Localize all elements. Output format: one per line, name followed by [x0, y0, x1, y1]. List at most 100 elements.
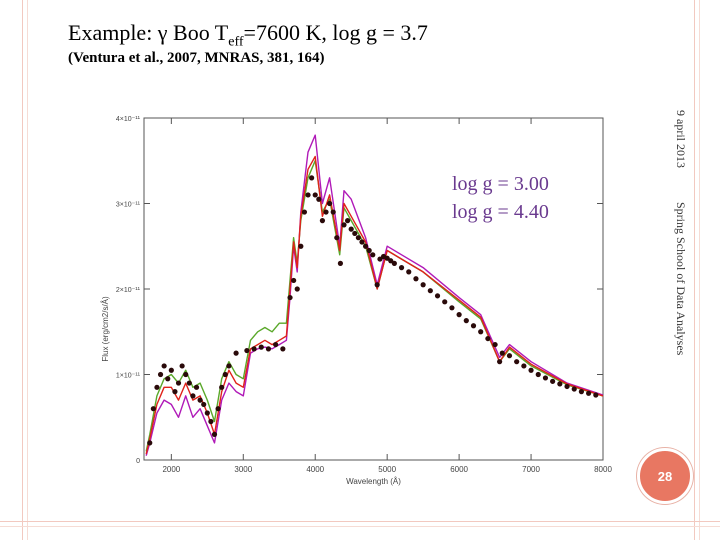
page-number: 28 — [657, 468, 673, 484]
observation-point — [316, 196, 322, 202]
observation-point — [506, 353, 513, 359]
observation-point — [298, 243, 304, 249]
observation-point — [449, 305, 455, 311]
frame-line-right-inner — [699, 0, 700, 540]
observation-point — [319, 218, 326, 224]
observation-point — [291, 277, 297, 284]
y-axis-label: Flux (erg/cm2/s/Å) — [101, 296, 110, 362]
observation-point — [442, 299, 448, 305]
chart-observation-points — [147, 175, 599, 446]
spectrum-chart: 2000 3000 4000 5000 6000 7000 8000 0 1×10⁻¹¹ 2×10… — [101, 116, 612, 486]
observation-point — [341, 222, 347, 228]
observation-point — [323, 209, 329, 215]
observation-point — [244, 347, 250, 354]
observation-point — [154, 384, 160, 390]
side-footer: 9 april 2013 Spring School of Data Analys… — [673, 110, 688, 355]
observation-point — [233, 350, 239, 356]
observation-point — [370, 252, 376, 258]
observation-point — [391, 260, 397, 266]
observation-point — [161, 363, 167, 369]
observation-point — [492, 341, 498, 348]
observation-point — [499, 350, 505, 356]
frame-line-right — [694, 0, 695, 540]
slide-title-suffix: =7600 K, log g = 3.7 — [243, 20, 428, 45]
observation-point — [204, 410, 210, 416]
observation-point — [273, 341, 279, 348]
observation-point — [186, 380, 192, 386]
observation-point — [374, 282, 380, 288]
page-number-badge: 28 — [637, 448, 693, 504]
observation-point — [352, 230, 358, 237]
observation-point — [377, 256, 383, 262]
observation-point — [280, 346, 286, 352]
observation-point — [168, 367, 174, 373]
observation-point — [578, 389, 585, 395]
slide-date: 9 april 2013 — [674, 110, 688, 168]
series-line-model — [145, 155, 604, 455]
y-tick-label: 1×10⁻¹¹ — [116, 373, 141, 380]
observation-point — [406, 269, 412, 275]
observation-point — [147, 440, 153, 446]
observation-point — [165, 376, 171, 382]
x-tick-label: 6000 — [450, 465, 468, 474]
observation-point — [172, 389, 178, 395]
y-tick-label: 4×10⁻¹¹ — [116, 116, 141, 123]
observation-point — [337, 260, 344, 266]
observation-point — [420, 282, 426, 288]
observation-point — [193, 384, 200, 390]
observation-point — [571, 386, 577, 392]
observation-point — [478, 329, 484, 335]
observation-point — [190, 393, 196, 399]
observation-point — [413, 276, 419, 282]
observation-point — [535, 371, 541, 378]
observation-point — [211, 431, 218, 437]
observation-point — [179, 363, 185, 369]
observation-point — [334, 235, 340, 241]
observation-point — [528, 367, 534, 373]
observation-point — [183, 371, 189, 378]
observation-point — [470, 323, 477, 329]
y-tick-label: 2×10⁻¹¹ — [116, 287, 141, 294]
frame-line-bottom — [0, 521, 720, 522]
observation-point — [497, 359, 503, 365]
slide-subtitle: (Ventura et al., 2007, MNRAS, 381, 164) — [68, 50, 325, 66]
observation-point — [330, 209, 336, 215]
x-tick-label: 2000 — [162, 465, 180, 474]
observation-point — [219, 384, 225, 390]
observation-point — [301, 209, 308, 215]
x-axis-label: Wavelength (Å) — [346, 477, 401, 486]
observation-point — [197, 397, 203, 403]
observation-point — [348, 226, 354, 232]
observation-point — [550, 378, 556, 384]
observation-point — [251, 346, 257, 352]
observation-point — [201, 401, 207, 408]
chart-axes: 2000 3000 4000 5000 6000 7000 8000 0 1×10⁻¹¹ 2×10… — [101, 116, 612, 486]
observation-point — [215, 406, 221, 412]
observation-point — [485, 335, 491, 342]
observation-point — [287, 294, 293, 301]
x-tick-label: 5000 — [378, 465, 396, 474]
observation-point — [564, 383, 570, 390]
observation-point — [359, 239, 365, 245]
legend-entry-logg-3: log g = 3.00 — [452, 173, 549, 195]
observation-point — [175, 380, 182, 386]
plot-frame — [143, 117, 604, 461]
observation-point — [265, 346, 272, 352]
observation-point — [309, 175, 315, 181]
x-tick-label: 4000 — [306, 465, 324, 474]
slide-title-subscript: eff — [228, 34, 244, 50]
observation-point — [586, 390, 592, 396]
observation-point — [226, 363, 232, 369]
x-tick-label: 8000 — [594, 465, 612, 474]
observation-point — [557, 381, 563, 387]
frame-line-bottom-inner — [0, 526, 720, 527]
observation-point — [150, 406, 156, 412]
observation-point — [463, 318, 469, 324]
observation-point — [312, 192, 318, 198]
observation-point — [157, 371, 164, 378]
observation-point — [434, 293, 441, 299]
observation-point — [305, 192, 311, 198]
observation-point — [427, 288, 433, 294]
observation-point — [388, 258, 394, 264]
y-tick-label: 0 — [136, 458, 140, 465]
